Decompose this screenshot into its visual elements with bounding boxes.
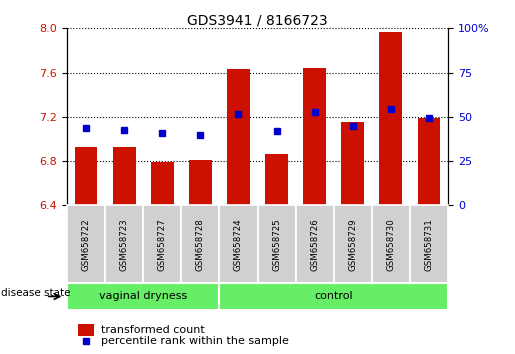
- Text: percentile rank within the sample: percentile rank within the sample: [101, 336, 289, 346]
- Text: GSM658728: GSM658728: [196, 218, 205, 271]
- Bar: [78, 324, 94, 336]
- Bar: [151, 162, 174, 205]
- Text: GSM658727: GSM658727: [158, 218, 167, 271]
- Bar: [410, 205, 448, 283]
- Text: GSM658722: GSM658722: [81, 218, 91, 271]
- Bar: [265, 154, 288, 205]
- Bar: [334, 205, 372, 283]
- Bar: [418, 118, 440, 205]
- Text: GSM658726: GSM658726: [310, 218, 319, 271]
- Text: GSM658731: GSM658731: [424, 218, 434, 271]
- Text: control: control: [314, 291, 353, 302]
- Bar: [380, 32, 402, 205]
- Bar: [113, 147, 135, 205]
- Bar: [143, 205, 181, 283]
- Bar: [341, 122, 364, 205]
- Text: GSM658723: GSM658723: [119, 218, 129, 271]
- Bar: [296, 205, 334, 283]
- Bar: [67, 283, 219, 310]
- Text: transformed count: transformed count: [101, 325, 205, 335]
- Bar: [303, 68, 326, 205]
- Bar: [181, 205, 219, 283]
- Bar: [105, 205, 143, 283]
- Text: GSM658729: GSM658729: [348, 218, 357, 270]
- Bar: [227, 69, 250, 205]
- Bar: [67, 205, 105, 283]
- Text: GSM658730: GSM658730: [386, 218, 396, 271]
- Bar: [219, 283, 448, 310]
- Bar: [75, 147, 97, 205]
- Text: GSM658725: GSM658725: [272, 218, 281, 271]
- Text: vaginal dryness: vaginal dryness: [99, 291, 187, 302]
- Bar: [258, 205, 296, 283]
- Text: GSM658724: GSM658724: [234, 218, 243, 271]
- Bar: [219, 205, 258, 283]
- Bar: [189, 160, 212, 205]
- Bar: [372, 205, 410, 283]
- Text: disease state: disease state: [1, 288, 70, 298]
- Title: GDS3941 / 8166723: GDS3941 / 8166723: [187, 13, 328, 27]
